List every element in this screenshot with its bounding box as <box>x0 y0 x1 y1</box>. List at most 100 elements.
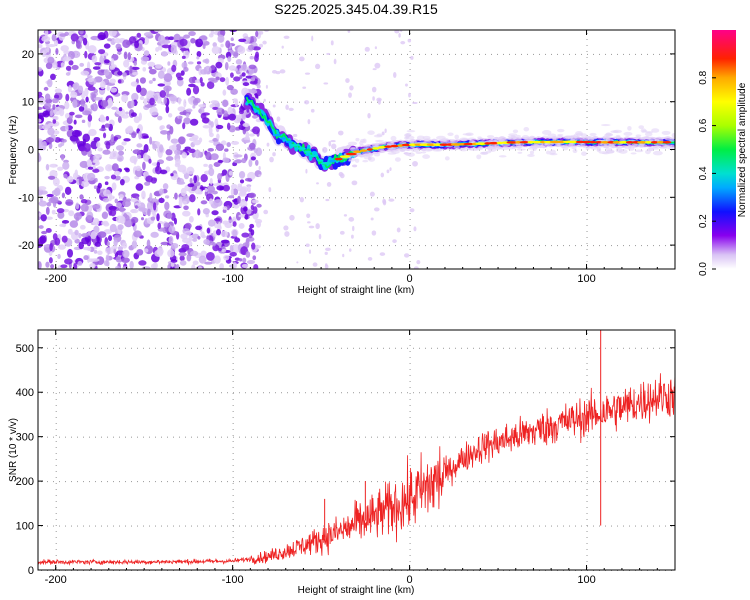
snr-gridline-y <box>323 525 324 527</box>
snr-gridline-y <box>245 347 246 349</box>
snr-gridline-y <box>473 525 474 527</box>
heatmap-blob <box>381 131 385 136</box>
heatmap-blob <box>206 185 216 193</box>
heatmap-blob <box>116 154 124 162</box>
heatmap-blob <box>168 235 174 245</box>
heatmap-blob <box>376 133 383 137</box>
snr-gridline-y <box>101 392 102 394</box>
heatmap-blob <box>312 262 318 267</box>
snr-gridline-y <box>251 436 252 438</box>
spectrogram-gridline-y <box>497 53 498 55</box>
snr-gridline-y <box>485 525 486 527</box>
snr-gridline-y <box>209 525 210 527</box>
spectrogram-gridline-y <box>299 101 300 103</box>
heatmap-blob <box>80 180 90 188</box>
spectrogram-gridline-y <box>269 197 270 199</box>
spectrogram-gridline-y <box>263 197 264 199</box>
heatmap-blob <box>96 141 101 148</box>
heatmap-blob <box>392 239 397 244</box>
spectrogram-gridline-y <box>647 197 648 199</box>
heatmap-blob <box>67 228 73 235</box>
snr-gridline-y <box>509 347 510 349</box>
spectrogram-gridline-y <box>377 53 378 55</box>
heatmap-ridge-core <box>384 145 393 148</box>
heatmap-blob <box>146 201 154 211</box>
heatmap-blob <box>87 114 93 122</box>
snr-gridline-x <box>586 447 588 448</box>
spectrogram-gridline-y <box>281 149 282 151</box>
heatmap-blob <box>204 261 213 265</box>
heatmap-blob <box>307 119 311 125</box>
snr-gridline-y <box>83 347 84 349</box>
spectrogram-gridline-y <box>431 245 432 247</box>
spectrogram-gridline-x <box>409 105 411 106</box>
snr-gridline-x <box>55 363 57 364</box>
heatmap-blob <box>169 95 178 102</box>
heatmap-blob <box>242 82 250 87</box>
heatmap-blob <box>182 200 188 205</box>
snr-gridline-y <box>257 481 258 483</box>
spectrogram-gridline-y <box>545 197 546 199</box>
snr-gridline-y <box>281 525 282 527</box>
snr-gridline-x <box>409 339 411 340</box>
spectrogram-gridline-y <box>623 197 624 199</box>
heatmap-blob <box>188 83 196 88</box>
spectrogram-gridline-x <box>55 87 57 88</box>
snr-gridline-y <box>185 436 186 438</box>
snr-gridline-y <box>347 392 348 394</box>
heatmap-blob <box>225 40 231 49</box>
spectrogram-gridline-y <box>563 149 564 151</box>
spectrogram-gridline-y <box>287 149 288 151</box>
snr-gridline-y <box>185 481 186 483</box>
heatmap-blob <box>238 38 247 43</box>
heatmap-blob <box>167 113 173 118</box>
spectrogram-gridline-x <box>409 51 411 52</box>
heatmap-blob <box>61 219 70 224</box>
snr-gridline-y <box>545 525 546 527</box>
spectrogram-gridline-y <box>143 245 144 247</box>
heatmap-blob <box>196 56 200 60</box>
spectrogram-gridline-y <box>47 197 48 199</box>
heatmap-ridge-core <box>581 140 592 144</box>
snr-gridline-y <box>347 347 348 349</box>
heatmap-blob <box>193 175 198 184</box>
spectrogram-gridline-x <box>55 147 57 148</box>
heatmap-blob <box>142 67 147 72</box>
heatmap-blob <box>571 146 577 150</box>
heatmap-blob <box>111 106 118 110</box>
spectrogram-gridline-y <box>347 197 348 199</box>
heatmap-blob <box>69 111 75 116</box>
heatmap-blob <box>226 205 230 211</box>
snr-gridline-y <box>617 436 618 438</box>
snr-gridline-x <box>232 375 234 376</box>
heatmap-ridge-core <box>594 140 604 144</box>
heatmap-blob <box>549 149 556 155</box>
heatmap-blob <box>639 143 645 147</box>
snr-gridline-y <box>95 525 96 527</box>
heatmap-blob <box>621 145 627 148</box>
heatmap-blob <box>150 263 157 269</box>
snr-gridline-y <box>629 392 630 394</box>
heatmap-blob <box>325 198 330 202</box>
heatmap-blob <box>222 206 228 211</box>
heatmap-blob <box>111 163 119 172</box>
heatmap-blob <box>581 151 587 156</box>
heatmap-blob <box>580 133 588 138</box>
snr-gridline-y <box>647 392 648 394</box>
heatmap-blob <box>38 124 44 130</box>
snr-gridline-y <box>623 436 624 438</box>
heatmap-blob <box>67 85 72 93</box>
snr-gridline-x <box>232 465 234 466</box>
heatmap-blob <box>52 104 56 110</box>
heatmap-blob <box>302 86 307 89</box>
heatmap-ridge-core <box>600 141 610 144</box>
snr-gridline-y <box>119 481 120 483</box>
spectrogram-gridline-x <box>409 165 411 166</box>
snr-ytick-label: 500 <box>16 343 34 355</box>
snr-gridline-y <box>467 436 468 438</box>
spectrogram-gridline-y <box>155 101 156 103</box>
spectrogram-gridline-y <box>347 101 348 103</box>
spectrogram-gridline-y <box>89 101 90 103</box>
heatmap-blob <box>289 214 295 221</box>
heatmap-ridge-core <box>506 141 518 144</box>
